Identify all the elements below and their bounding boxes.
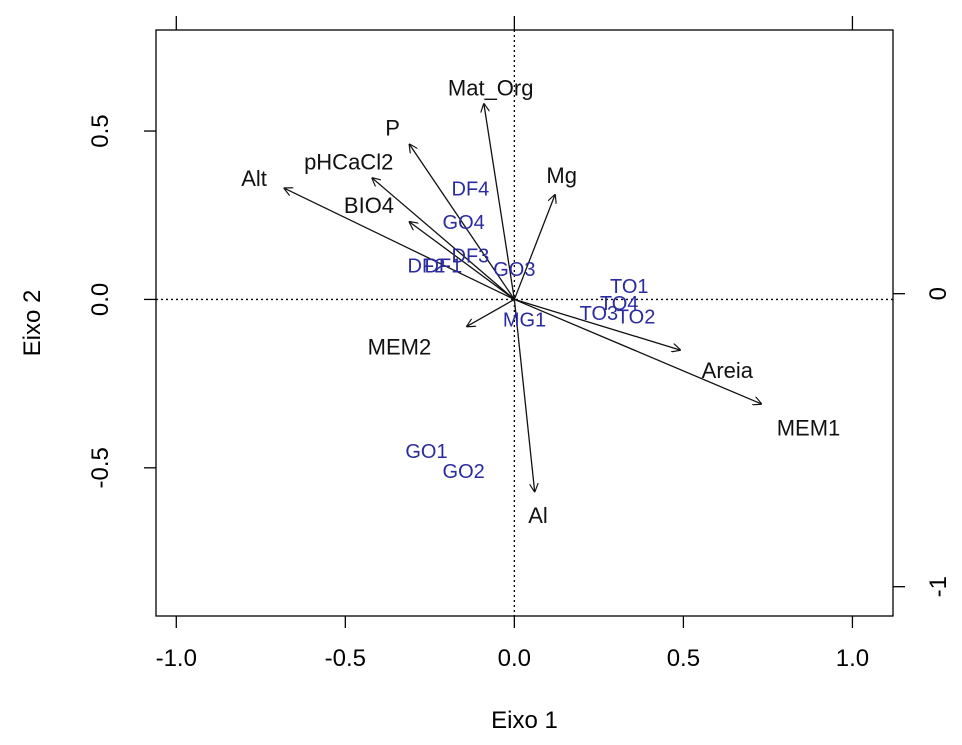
vector-arrow	[372, 178, 515, 300]
vector-arrow	[513, 299, 534, 491]
point-label: DF1	[424, 256, 462, 278]
vector-arrow	[484, 104, 516, 300]
point-label: TO1	[610, 276, 649, 298]
vector-label: MEM2	[368, 335, 432, 360]
x-axis-title: Eixo 1	[491, 707, 558, 734]
vector-arrow	[410, 222, 515, 300]
x-tick-label: 1.0	[836, 645, 869, 672]
x-tick-label: 0.0	[498, 645, 531, 672]
right-axis-tick-label: 0	[925, 287, 952, 300]
point-label: GO3	[493, 259, 535, 281]
y-axis-title: Eixo 2	[19, 290, 46, 357]
vector-arrow	[284, 188, 515, 301]
vector-label: Al	[528, 503, 548, 528]
vector-label: BIO4	[344, 193, 394, 218]
point-label: GO4	[443, 212, 485, 234]
point-label: DF4	[452, 178, 490, 200]
vector-label: MEM1	[777, 415, 841, 440]
x-tick-label: -0.5	[325, 645, 366, 672]
y-tick-label: 0.5	[87, 114, 114, 147]
point-label: GO1	[405, 441, 447, 463]
point-label: DF3	[452, 246, 490, 268]
point-label: MG1	[503, 310, 546, 332]
vector-label: P	[385, 116, 400, 141]
vector-arrow	[514, 298, 680, 350]
axes-layer: -1.0 -0.5 0.0 0.5 1.0 -0.5 0.0 0.5 0 -1	[87, 16, 952, 672]
vector-label: pHCaCl2	[304, 149, 393, 174]
right-axis-tick-label: -1	[925, 576, 952, 597]
y-tick-label: -0.5	[87, 447, 114, 488]
x-tick-label: 0.5	[667, 645, 700, 672]
vector-label: Alt	[241, 166, 267, 191]
vector-arrow	[410, 145, 515, 300]
vector-arrow	[467, 298, 515, 326]
point-label: GO2	[443, 461, 485, 483]
vector-label: Areia	[702, 358, 754, 383]
vector-label: Mg	[546, 163, 577, 188]
x-tick-label: -1.0	[156, 645, 197, 672]
plot-frame	[155, 29, 894, 617]
point-label: DF2	[408, 256, 446, 278]
point-label: TO4	[600, 293, 639, 315]
point-label: TO2	[617, 306, 656, 328]
vector-arrow	[513, 195, 555, 300]
vector-arrow	[514, 298, 761, 403]
point-label: TO3	[580, 303, 619, 325]
vector-label: Mat_Org	[448, 75, 534, 100]
y-tick-label: 0.0	[87, 283, 114, 316]
